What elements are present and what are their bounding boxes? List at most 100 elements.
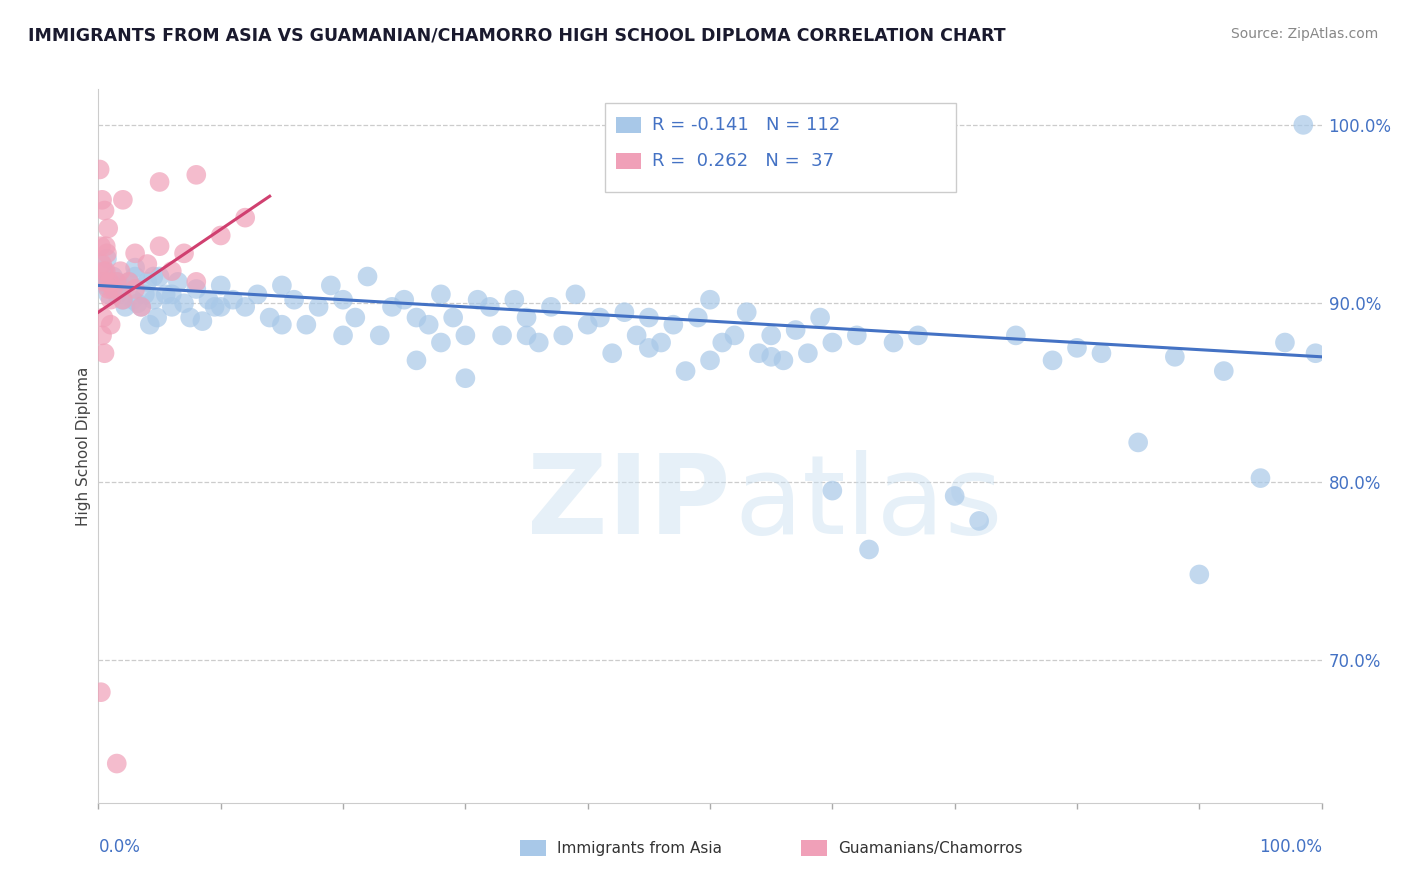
Point (405, 310, 427, 325)
Point (139, 318, 162, 332)
Text: ZIP: ZIP (526, 450, 730, 557)
Point (97, 287, 120, 301)
Point (142, 293, 165, 307)
Text: R = -0.141   N = 112: R = -0.141 N = 112 (652, 116, 841, 134)
Point (191, 314, 214, 328)
Point (114, 300, 136, 314)
Point (418, 318, 440, 332)
Point (204, 300, 226, 314)
Point (91, 275, 114, 289)
Point (100, 293, 122, 307)
Point (711, 335, 734, 350)
Point (149, 269, 172, 284)
Point (91, 193, 114, 207)
Point (94, 278, 117, 293)
Point (111, 293, 134, 307)
Point (101, 282, 124, 296)
Point (478, 300, 501, 314)
Point (111, 293, 134, 307)
Point (93, 346, 115, 360)
Point (430, 335, 453, 350)
Point (173, 246, 195, 260)
Point (136, 275, 159, 289)
Text: Guamanians/Chamorros: Guamanians/Chamorros (838, 841, 1022, 855)
Point (858, 542, 880, 557)
Point (699, 353, 721, 368)
Point (129, 300, 152, 314)
Point (246, 287, 269, 301)
Point (540, 300, 562, 314)
Point (270, 318, 294, 332)
Point (91, 264, 114, 278)
Point (160, 300, 183, 314)
Point (808, 310, 831, 325)
Point (638, 341, 661, 355)
Point (105, 275, 128, 289)
Point (381, 300, 404, 314)
Point (91, 328, 114, 343)
Point (1004, 328, 1026, 343)
Point (105, 287, 128, 301)
Point (93, 264, 115, 278)
Point (97, 221, 120, 235)
Point (821, 483, 844, 498)
Point (136, 257, 159, 271)
Point (98, 275, 121, 289)
Point (118, 275, 141, 289)
Point (576, 318, 599, 332)
Point (129, 300, 152, 314)
Point (441, 310, 464, 325)
Point (600, 346, 623, 360)
Y-axis label: High School Diploma: High School Diploma (76, 367, 91, 525)
Point (91, 310, 114, 325)
Point (100, 282, 122, 296)
Point (626, 328, 648, 343)
Point (907, 328, 929, 343)
Point (173, 296, 195, 310)
Point (699, 293, 721, 307)
Point (553, 328, 575, 343)
Point (124, 282, 146, 296)
Point (295, 318, 318, 332)
Point (94, 264, 117, 278)
Point (967, 514, 990, 528)
Point (105, 275, 128, 289)
Point (134, 287, 156, 301)
Point (90, 685, 112, 699)
Point (589, 310, 612, 325)
Point (283, 293, 305, 307)
Point (127, 296, 149, 310)
Point (1042, 353, 1064, 368)
Point (821, 335, 844, 350)
Point (308, 300, 330, 314)
Point (233, 211, 256, 225)
Point (110, 278, 132, 293)
Point (675, 364, 697, 378)
Point (368, 328, 391, 343)
Point (1212, 364, 1234, 378)
Point (124, 260, 146, 275)
Point (160, 264, 183, 278)
Point (454, 328, 477, 343)
Point (1128, 435, 1150, 450)
Point (93, 275, 115, 289)
Point (430, 287, 453, 301)
Point (761, 328, 783, 343)
Point (516, 310, 538, 325)
Point (943, 489, 966, 503)
Point (392, 293, 416, 307)
Point (209, 278, 232, 293)
Point (1066, 341, 1088, 355)
Text: 100.0%: 100.0% (1258, 838, 1322, 856)
Point (686, 310, 709, 325)
Point (101, 269, 124, 284)
Point (1250, 471, 1272, 485)
Text: R =  0.262   N =  37: R = 0.262 N = 37 (652, 152, 835, 169)
Point (160, 287, 183, 301)
Point (772, 353, 794, 368)
Point (503, 293, 526, 307)
Point (186, 282, 208, 296)
Point (467, 293, 489, 307)
Point (96, 246, 118, 260)
Point (1164, 350, 1187, 364)
